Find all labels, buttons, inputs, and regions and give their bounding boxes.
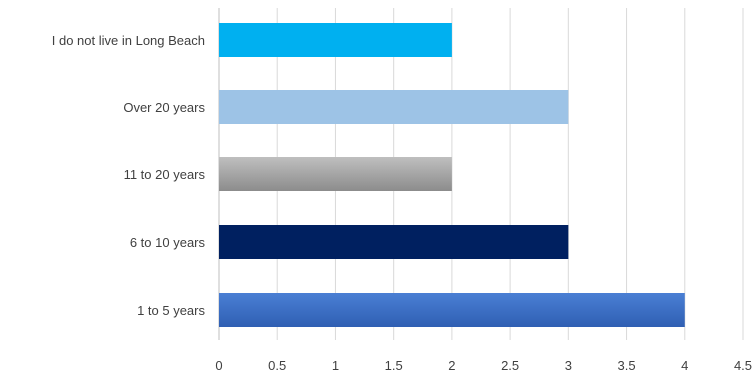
- x-tick-label: 1: [332, 358, 339, 373]
- x-tick-label: 0: [215, 358, 222, 373]
- x-tick-labels: 0 0.5 1 1.5 2 2.5 3 3.5 4 4.5: [215, 358, 752, 373]
- x-tick-label: 3.5: [618, 358, 636, 373]
- category-label: 11 to 20 years: [124, 167, 206, 182]
- bar: [219, 90, 569, 124]
- bar: [219, 225, 569, 259]
- x-tick-label: 2: [448, 358, 455, 373]
- x-tick-label: 0.5: [268, 358, 286, 373]
- bar: [219, 23, 452, 57]
- x-tick-label: 2.5: [501, 358, 519, 373]
- x-tick-label: 3: [565, 358, 572, 373]
- x-tick-label: 1.5: [385, 358, 403, 373]
- bar: [219, 157, 452, 191]
- category-label: 6 to 10 years: [130, 235, 206, 250]
- x-tick-label: 4.5: [734, 358, 752, 373]
- category-label: I do not live in Long Beach: [52, 33, 205, 48]
- category-labels: I do not live in Long Beach Over 20 years…: [52, 33, 206, 318]
- category-label: Over 20 years: [123, 100, 205, 115]
- category-label: 1 to 5 years: [137, 303, 205, 318]
- bar: [219, 293, 685, 327]
- x-tick-label: 4: [681, 358, 688, 373]
- bars: [219, 23, 685, 327]
